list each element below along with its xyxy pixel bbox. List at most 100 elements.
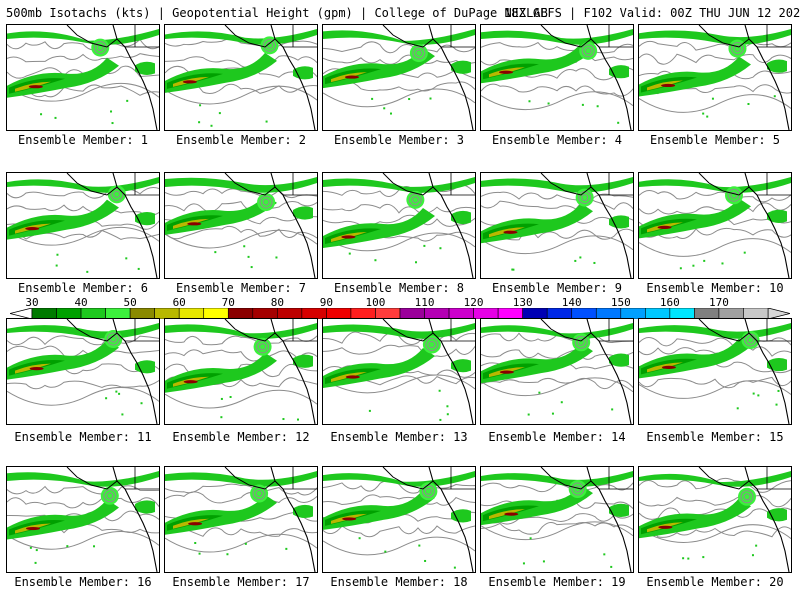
height-contour bbox=[481, 521, 633, 541]
isotach-speck bbox=[282, 418, 285, 421]
isotach-speck bbox=[86, 270, 89, 273]
ensemble-member-label: Ensemble Member: 12 bbox=[172, 430, 310, 444]
ensemble-member-map bbox=[164, 172, 318, 279]
closed-low-contour bbox=[584, 47, 592, 55]
coastline bbox=[112, 173, 158, 278]
height-contour bbox=[481, 228, 633, 241]
ensemble-member-label: Ensemble Member: 13 bbox=[330, 430, 468, 444]
isotach-speck bbox=[702, 112, 705, 115]
height-contour bbox=[7, 379, 159, 390]
isotach-speck bbox=[250, 266, 253, 269]
height-contour bbox=[323, 374, 475, 394]
ensemble-member-map bbox=[638, 318, 792, 425]
isotach-speck bbox=[593, 261, 596, 264]
isotach-speck bbox=[121, 413, 124, 416]
political-border bbox=[599, 173, 633, 196]
coastline bbox=[428, 319, 474, 424]
height-contour bbox=[481, 482, 633, 493]
ensemble-member-map bbox=[480, 24, 634, 131]
closed-low-contour bbox=[113, 190, 121, 198]
height-contour bbox=[165, 38, 317, 50]
isotach-speck bbox=[198, 552, 201, 555]
jet-max bbox=[341, 235, 356, 239]
height-contour bbox=[481, 235, 633, 255]
isotach-speck bbox=[243, 245, 246, 248]
height-contour bbox=[639, 380, 791, 399]
coastline bbox=[382, 173, 434, 196]
closed-low-contour bbox=[96, 44, 104, 52]
coastline bbox=[382, 467, 434, 490]
isotach-speck bbox=[115, 390, 118, 393]
closed-low-contour bbox=[730, 191, 738, 199]
ensemble-member-map bbox=[6, 24, 160, 131]
isotach-band bbox=[7, 471, 159, 487]
isotach-band bbox=[7, 499, 119, 540]
ensemble-member-map bbox=[480, 318, 634, 425]
coastline bbox=[224, 173, 276, 196]
closed-low-contour bbox=[263, 38, 277, 52]
ensemble-member-map bbox=[322, 466, 476, 573]
isotach-speck bbox=[538, 391, 541, 394]
isotach-band bbox=[481, 323, 633, 339]
height-contour bbox=[323, 41, 475, 54]
political-border bbox=[757, 173, 791, 196]
isotach-speck bbox=[220, 416, 223, 419]
isotach-speck bbox=[408, 98, 411, 101]
coastline bbox=[66, 467, 118, 490]
coastline bbox=[428, 25, 474, 130]
coastline bbox=[540, 173, 592, 196]
colorbar-tick-label: 70 bbox=[221, 296, 235, 309]
isotach-speck bbox=[702, 556, 705, 559]
isotach-speck bbox=[93, 545, 96, 548]
isotach-speck bbox=[439, 247, 442, 250]
coastline bbox=[586, 173, 632, 278]
isotach-speck bbox=[125, 257, 128, 260]
isotach-speck bbox=[384, 550, 387, 553]
isotach-band bbox=[323, 471, 475, 487]
ensemble-member-map bbox=[322, 318, 476, 425]
colorbar-tick-label: 120 bbox=[463, 296, 484, 309]
coastline bbox=[698, 173, 750, 196]
isotach-band bbox=[323, 29, 475, 45]
isotach-speck bbox=[579, 256, 582, 259]
jet-max bbox=[504, 512, 519, 516]
isotach-band bbox=[639, 323, 791, 339]
wind-speed-colorbar bbox=[10, 308, 790, 319]
coastline bbox=[586, 467, 632, 572]
ensemble-member-label: Ensemble Member: 3 bbox=[333, 133, 465, 147]
height-contour bbox=[639, 202, 791, 215]
isotach-band bbox=[639, 177, 791, 193]
jet-max bbox=[28, 85, 43, 89]
height-contour bbox=[7, 186, 159, 199]
coastline bbox=[270, 25, 316, 130]
closed-low-contour bbox=[412, 46, 426, 60]
closed-low-contour bbox=[415, 49, 423, 57]
coastline bbox=[428, 467, 474, 572]
isotach-band bbox=[135, 61, 155, 75]
isotach-speck bbox=[596, 105, 599, 108]
isotach-speck bbox=[611, 408, 614, 411]
colorbar-tick-label: 170 bbox=[708, 296, 729, 309]
height-contour bbox=[7, 530, 159, 550]
isotach-band bbox=[165, 352, 277, 393]
isotach-band bbox=[767, 209, 787, 223]
coastline bbox=[382, 319, 434, 342]
political-border bbox=[283, 173, 317, 196]
isotach-band bbox=[293, 206, 313, 220]
isotach-band bbox=[323, 208, 435, 249]
political-border bbox=[757, 319, 791, 342]
colorbar-tick-label: 80 bbox=[270, 296, 284, 309]
isotach-speck bbox=[446, 413, 449, 416]
isotach-speck bbox=[706, 115, 709, 118]
isotach-band bbox=[135, 500, 155, 514]
closed-low-contour bbox=[740, 490, 754, 504]
colorbar-tick-label: 110 bbox=[414, 296, 435, 309]
isotach-band bbox=[767, 59, 787, 73]
height-contour bbox=[639, 238, 791, 257]
political-border bbox=[441, 25, 475, 48]
height-contour bbox=[639, 526, 791, 538]
colorbar-tick-label: 90 bbox=[319, 296, 334, 309]
isotach-band bbox=[323, 323, 475, 339]
height-contour bbox=[481, 377, 633, 390]
isotach-speck bbox=[199, 104, 202, 107]
